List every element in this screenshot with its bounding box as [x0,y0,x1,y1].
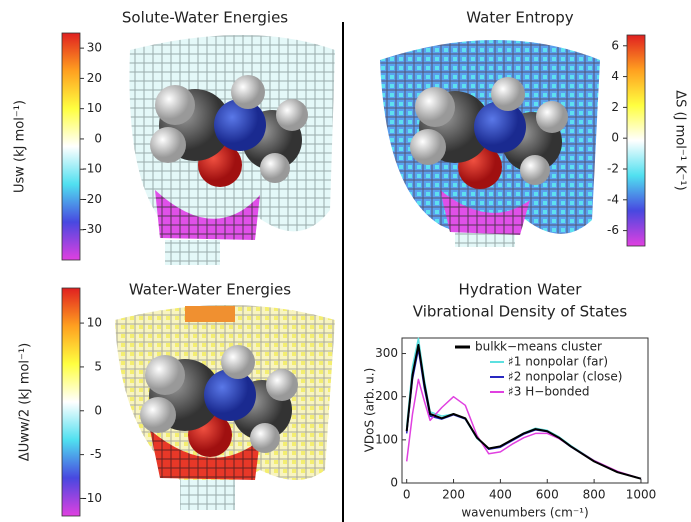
y-tick-label: 100 [375,432,398,446]
axis-label: ΔS (J mol⁻¹ K⁻¹) [673,90,688,190]
tick-label: 0 [611,131,619,145]
tick-label: -4 [607,192,619,206]
tick-label: -10 [82,491,102,505]
tick-label: -20 [82,192,102,206]
colorbar [62,288,80,516]
render-water-entropy [380,40,600,247]
colorbar [62,33,80,260]
tick-label: 6 [611,38,619,52]
tick-label: 4 [611,69,619,83]
figure: Solute-Water Energies3020100-10-20-30Usw… [0,0,691,522]
panel-title: Water-Water Energies [129,281,291,299]
legend-label: ♯3 H−bonded [508,385,590,399]
colorbar [627,35,645,246]
axis-label: Usw (kJ mol⁻¹) [13,100,28,193]
panel-title: Water Entropy [466,9,574,27]
panel-subtitle: Vibrational Density of States [413,303,628,321]
render-solute-water [129,35,335,265]
tick-label: 5 [94,359,102,373]
legend-label: bulk [475,340,501,354]
x-tick-label: 600 [536,488,559,502]
x-axis-label: wavenumbers (cm⁻¹) [461,506,588,520]
tick-label: 2 [611,100,619,114]
tick-label: -6 [607,223,619,237]
y-tick-label: 200 [375,389,398,403]
tick-label: 20 [87,71,102,85]
tick-label: -30 [82,222,102,236]
tick-label: 0 [94,403,102,417]
legend-label: ♯2 nonpolar (close) [508,370,622,384]
legend-label: ♯1 nonpolar (far) [508,355,608,369]
y-axis-label: VDoS (arb. u.) [363,368,377,453]
tick-label: -10 [82,162,102,176]
tick-label: 10 [87,316,102,330]
tick-label: -2 [607,161,619,175]
tick-label: -5 [90,447,102,461]
axis-label: ΔUww/2 (kJ mol⁻¹) [18,343,33,461]
panel-title: Solute-Water Energies [122,9,288,27]
x-tick-label: 0 [403,488,411,502]
panel-title: Hydration Water [459,281,583,299]
x-tick-label: 200 [442,488,465,502]
y-tick-label: 300 [375,346,398,360]
legend-title: k−means cluster [500,340,602,354]
tick-label: 10 [87,101,102,115]
tick-label: 30 [87,41,102,55]
x-tick-label: 1000 [626,488,657,502]
tick-label: 0 [94,131,102,145]
x-tick-label: 800 [583,488,606,502]
render-water-water [115,305,335,510]
y-tick-label: 0 [390,476,398,490]
x-tick-label: 400 [489,488,512,502]
